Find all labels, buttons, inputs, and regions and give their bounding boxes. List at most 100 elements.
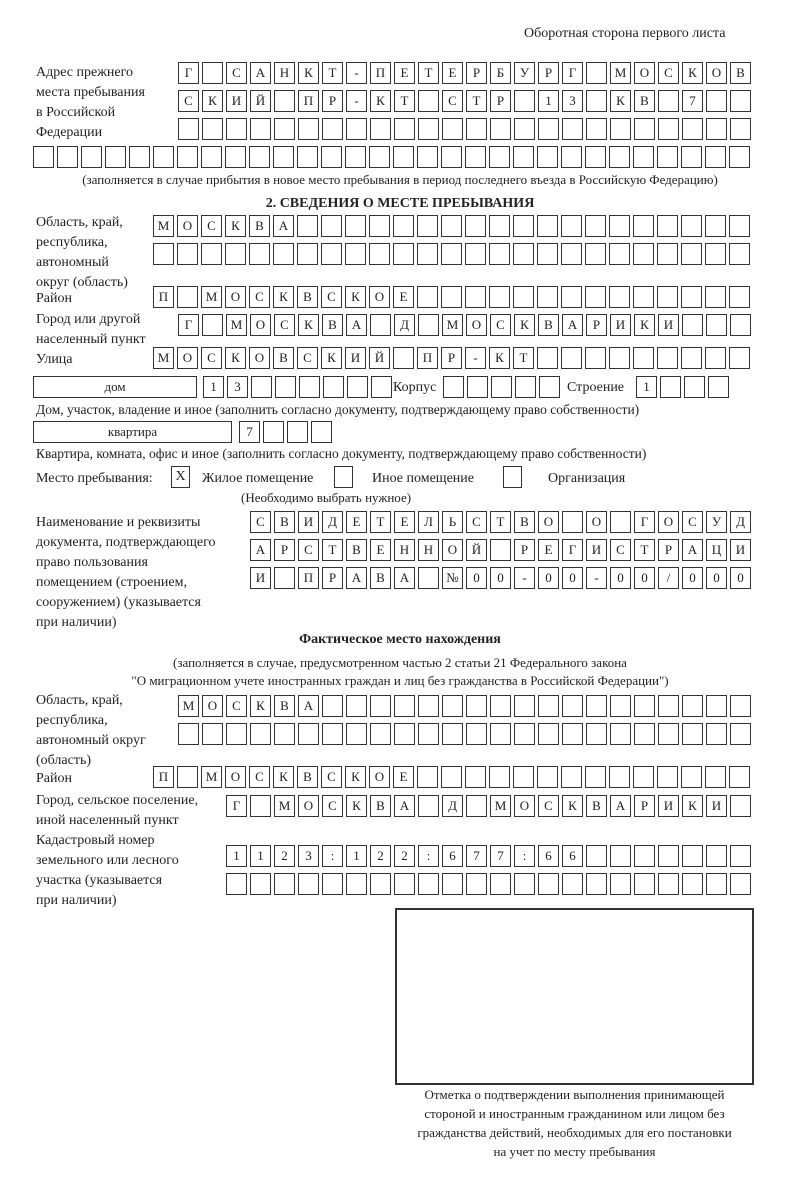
form-cell: О: [538, 511, 559, 533]
form-cell: С: [201, 347, 222, 369]
form-cell: [297, 215, 318, 237]
form-cell: И: [658, 795, 679, 817]
form-cell: К: [202, 90, 223, 112]
form-cell: [393, 347, 414, 369]
form-cell: [250, 795, 271, 817]
form-cell: [610, 723, 631, 745]
form-cell: [441, 215, 462, 237]
form-cell: М: [201, 286, 222, 308]
form-cell: Р: [466, 62, 487, 84]
form-cell: [633, 215, 654, 237]
confirmation-caption: на учет по месту пребывания: [493, 1144, 656, 1159]
form-cell: [466, 695, 487, 717]
form-cell: В: [297, 286, 318, 308]
form-cell: [705, 286, 726, 308]
form-cell: [586, 118, 607, 140]
form-cell: Е: [393, 766, 414, 788]
form-cell: О: [634, 62, 655, 84]
form-cell: [729, 215, 750, 237]
form-cell: [345, 243, 366, 265]
actual-city-label: Город, сельское поселение,: [36, 793, 199, 808]
form-cell: С: [321, 766, 342, 788]
document-label: помещением (строением,: [36, 575, 187, 590]
form-cell: А: [394, 567, 415, 589]
form-cell: [633, 766, 654, 788]
form-cell: О: [586, 511, 607, 533]
form-cell: [417, 215, 438, 237]
form-cell: [730, 723, 751, 745]
form-cell: В: [370, 567, 391, 589]
form-cell: И: [226, 90, 247, 112]
form-cell: [706, 314, 727, 336]
form-cell: В: [297, 766, 318, 788]
form-cell: С: [297, 347, 318, 369]
form-cell: К: [250, 695, 271, 717]
region-label: республика,: [36, 235, 108, 250]
form-cell: [585, 347, 606, 369]
form-cell: М: [178, 695, 199, 717]
form-cell: [394, 118, 415, 140]
actual-region-label: республика,: [36, 713, 108, 728]
house-note: Дом, участок, владение и иное (заполнить…: [36, 402, 640, 417]
form-cell: К: [345, 766, 366, 788]
form-cell: [250, 118, 271, 140]
form-cell: [729, 347, 750, 369]
checkbox-residential[interactable]: X: [171, 466, 190, 488]
form-cell: [321, 215, 342, 237]
form-cell: 7: [490, 845, 511, 867]
form-cell: [287, 421, 308, 443]
form-cell: [394, 723, 415, 745]
form-cell: П: [153, 766, 174, 788]
option-other-premises-label: Иное помещение: [372, 471, 474, 486]
form-cell: Ь: [442, 511, 463, 533]
form-cell: [609, 215, 630, 237]
form-cell: [178, 118, 199, 140]
region-label: Область, край,: [36, 215, 123, 230]
form-cell: [706, 723, 727, 745]
form-cell: [681, 766, 702, 788]
form-cell: И: [610, 314, 631, 336]
form-cell: [297, 243, 318, 265]
form-cell: Т: [513, 347, 534, 369]
form-cell: [706, 695, 727, 717]
checkbox-organization[interactable]: [503, 466, 522, 488]
form-cell: Й: [250, 90, 271, 112]
form-cell: 1: [226, 845, 247, 867]
form-cell: С: [658, 62, 679, 84]
form-cell: [418, 873, 439, 895]
form-cell: К: [634, 314, 655, 336]
form-cell: [634, 723, 655, 745]
form-cell: :: [418, 845, 439, 867]
form-cell: [633, 347, 654, 369]
form-cell: [513, 766, 534, 788]
form-cell: [322, 695, 343, 717]
form-cell: [274, 873, 295, 895]
form-cell: В: [730, 62, 751, 84]
form-cell: [418, 90, 439, 112]
form-cell: Р: [538, 62, 559, 84]
form-cell: [322, 723, 343, 745]
stay-note: (Необходимо выбрать нужное): [241, 490, 412, 505]
form-cell: [610, 873, 631, 895]
form-cell: В: [346, 539, 367, 561]
form-cell: И: [658, 314, 679, 336]
form-cell: Д: [322, 511, 343, 533]
form-cell: [562, 511, 583, 533]
form-cell: [153, 146, 174, 168]
form-cell: 0: [634, 567, 655, 589]
form-cell: Ц: [706, 539, 727, 561]
form-cell: [633, 243, 654, 265]
form-cell: [538, 118, 559, 140]
form-cell: [658, 90, 679, 112]
form-cell: [684, 376, 705, 398]
checkbox-other-premises[interactable]: [334, 466, 353, 488]
confirmation-caption: гражданства действий, необходимых для ег…: [417, 1125, 732, 1140]
form-cell: [489, 286, 510, 308]
form-cell: П: [370, 62, 391, 84]
form-cell: [585, 146, 606, 168]
form-cell: [730, 118, 751, 140]
label-line: Федерации: [36, 125, 103, 140]
actual-location-note: "О миграционном учете иностранных гражда…: [131, 673, 669, 688]
form-cell: [370, 314, 391, 336]
form-cell: [465, 215, 486, 237]
